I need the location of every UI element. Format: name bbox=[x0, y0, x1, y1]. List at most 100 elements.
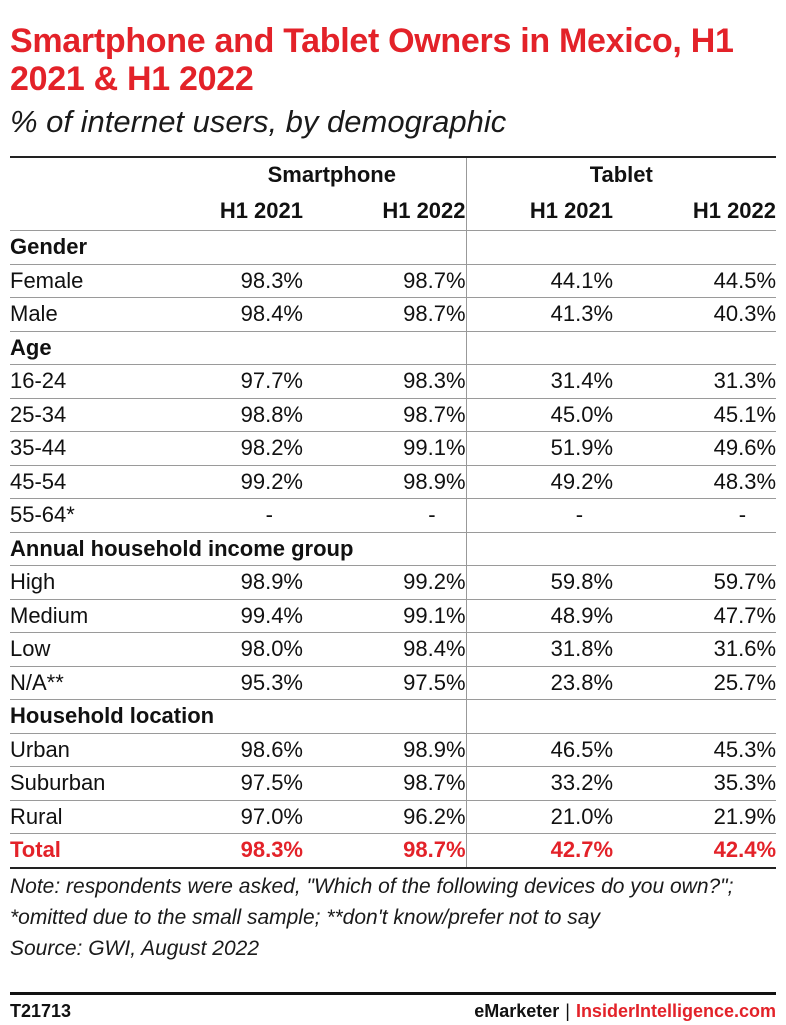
section-row: Household location bbox=[10, 699, 777, 733]
value-cell: 98.0% bbox=[198, 632, 303, 666]
value-cell: 97.5% bbox=[198, 766, 303, 800]
chart-subtitle: % of internet users, by demographic bbox=[10, 104, 507, 139]
row-label: Male bbox=[10, 297, 198, 331]
value-cell: 46.5% bbox=[465, 732, 614, 767]
value-cell: 98.7% bbox=[303, 397, 467, 432]
chart-id: T21713 bbox=[10, 1001, 72, 1021]
table-row: 35-44 98.2% 99.1% 51.9% 49.6% bbox=[10, 431, 777, 465]
value-cell: 98.4% bbox=[198, 297, 303, 331]
table-row: 55-64* - - - - bbox=[10, 498, 777, 532]
value-cell: 35.3% bbox=[613, 766, 777, 800]
value-cell: 98.2% bbox=[198, 431, 303, 465]
section-spacer bbox=[465, 699, 777, 733]
section-spacer bbox=[465, 230, 777, 264]
value-cell: - bbox=[198, 498, 303, 532]
column-header: H1 2021 bbox=[219, 198, 303, 223]
value-cell: 31.8% bbox=[465, 632, 614, 666]
value-cell: 99.2% bbox=[303, 565, 467, 599]
note-text: Note: respondents were asked, "Which of … bbox=[10, 874, 734, 929]
value-cell: 44.5% bbox=[613, 263, 777, 298]
chart-container: Smartphone and Tablet Owners in Mexico, … bbox=[10, 0, 777, 964]
footer: T21713 eMarketer | InsiderIntelligence.com bbox=[10, 992, 776, 1023]
value-cell: 48.3% bbox=[613, 464, 777, 499]
column-header: H1 2022 bbox=[382, 198, 466, 223]
value-cell: - bbox=[613, 498, 777, 532]
table-row: High 98.9% 99.2% 59.8% 59.7% bbox=[10, 565, 777, 599]
value-cell: 45.1% bbox=[613, 397, 777, 432]
section-row: Annual household income group bbox=[10, 531, 777, 566]
value-cell: 33.2% bbox=[465, 766, 614, 800]
value-cell: 96.2% bbox=[303, 799, 467, 834]
row-label: 25-34 bbox=[10, 397, 198, 432]
row-label: Low bbox=[10, 632, 198, 666]
row-label: Urban bbox=[10, 732, 198, 767]
corner-cell bbox=[10, 156, 198, 192]
table-row: Low 98.0% 98.4% 31.8% 31.6% bbox=[10, 632, 777, 666]
value-cell: 48.9% bbox=[465, 598, 614, 633]
value-cell: 23.8% bbox=[465, 665, 614, 700]
group-header-smartphone: Smartphone bbox=[198, 156, 467, 192]
total-value-cell: 98.7% bbox=[303, 833, 467, 867]
section-spacer bbox=[465, 531, 777, 566]
chart-title: Smartphone and Tablet Owners in Mexico, … bbox=[10, 22, 734, 98]
table-row: Suburban 97.5% 98.7% 33.2% 35.3% bbox=[10, 766, 777, 800]
value-cell: 49.6% bbox=[613, 431, 777, 465]
table-row: 25-34 98.8% 98.7% 45.0% 45.1% bbox=[10, 397, 777, 432]
data-table: Smartphone Tablet H1 2021 H1 2022 H1 202… bbox=[10, 156, 777, 867]
row-label: Female bbox=[10, 263, 198, 298]
value-cell: 99.4% bbox=[198, 598, 303, 633]
value-cell: 44.1% bbox=[465, 263, 614, 298]
value-cell: 41.3% bbox=[465, 297, 614, 331]
section-label: Age bbox=[10, 330, 467, 365]
row-label: 35-44 bbox=[10, 431, 198, 465]
value-cell: 99.1% bbox=[303, 431, 467, 465]
value-cell: 99.1% bbox=[303, 598, 467, 633]
section-row: Age bbox=[10, 330, 777, 365]
value-cell: 45.0% bbox=[465, 397, 614, 432]
value-cell: 59.8% bbox=[465, 565, 614, 599]
total-label: Total bbox=[10, 833, 198, 867]
value-cell: 47.7% bbox=[613, 598, 777, 633]
value-cell: 99.2% bbox=[198, 464, 303, 499]
table-row: Male 98.4% 98.7% 41.3% 40.3% bbox=[10, 297, 777, 331]
value-cell: 21.9% bbox=[613, 799, 777, 834]
brand-emarketer: eMarketer bbox=[474, 1001, 560, 1021]
value-cell: 40.3% bbox=[613, 297, 777, 331]
table-row: Rural 97.0% 96.2% 21.0% 21.9% bbox=[10, 799, 777, 834]
row-label: N/A** bbox=[10, 665, 198, 700]
value-cell: 25.7% bbox=[613, 665, 777, 700]
brand-separator: | bbox=[565, 1001, 570, 1021]
value-cell: 59.7% bbox=[613, 565, 777, 599]
source-text: Source: GWI, August 2022 bbox=[10, 936, 260, 960]
value-cell: 98.4% bbox=[303, 632, 467, 666]
column-header: H1 2022 bbox=[692, 198, 777, 223]
corner-cell-2 bbox=[10, 192, 198, 231]
brand-insiderintelligence: InsiderIntelligence.com bbox=[575, 1001, 776, 1021]
row-label: 55-64* bbox=[10, 498, 198, 532]
value-cell: 21.0% bbox=[465, 799, 614, 834]
value-cell: 98.9% bbox=[303, 732, 467, 767]
table-row: 16-24 97.7% 98.3% 31.4% 31.3% bbox=[10, 364, 777, 398]
total-value-cell: 42.4% bbox=[613, 833, 777, 867]
value-cell: 31.4% bbox=[465, 364, 614, 398]
section-spacer bbox=[465, 330, 777, 365]
value-cell: 97.0% bbox=[198, 799, 303, 834]
section-label: Household location bbox=[10, 699, 467, 733]
row-label: 16-24 bbox=[10, 364, 198, 398]
table-row: Female 98.3% 98.7% 44.1% 44.5% bbox=[10, 263, 777, 298]
footer-brand: eMarketer | InsiderIntelligence.com bbox=[474, 997, 776, 1025]
row-label: 45-54 bbox=[10, 464, 198, 499]
row-label: Medium bbox=[10, 598, 198, 633]
value-cell: 49.2% bbox=[465, 464, 614, 499]
value-cell: 98.3% bbox=[303, 364, 467, 398]
value-cell: 98.7% bbox=[303, 297, 467, 331]
total-row: Total 98.3% 98.7% 42.7% 42.4% bbox=[10, 833, 777, 867]
value-cell: 98.6% bbox=[198, 732, 303, 767]
table-row: 45-54 99.2% 98.9% 49.2% 48.3% bbox=[10, 464, 777, 499]
group-header-tablet: Tablet bbox=[465, 156, 777, 192]
value-cell: 98.9% bbox=[198, 565, 303, 599]
value-cell: - bbox=[303, 498, 467, 532]
value-cell: 98.7% bbox=[303, 263, 467, 298]
value-cell: 98.3% bbox=[198, 263, 303, 298]
section-label: Annual household income group bbox=[10, 531, 467, 566]
